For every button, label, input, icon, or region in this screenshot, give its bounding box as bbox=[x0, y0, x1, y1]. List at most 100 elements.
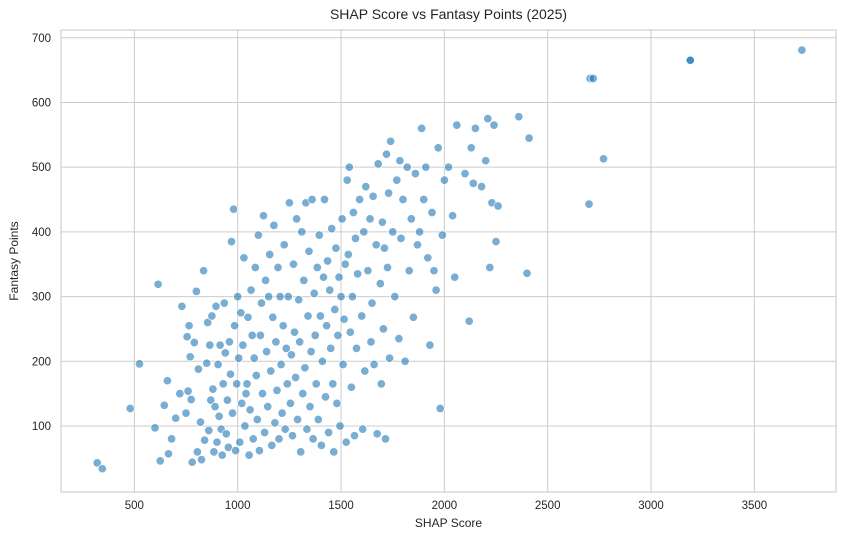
data-point bbox=[319, 194, 330, 205]
data-point bbox=[468, 178, 478, 188]
data-point bbox=[373, 159, 383, 169]
data-point bbox=[155, 456, 165, 466]
data-point bbox=[284, 198, 294, 208]
data-point bbox=[286, 350, 296, 360]
data-point bbox=[262, 347, 272, 357]
data-point bbox=[204, 425, 214, 436]
x-axis-label: SHAP Score bbox=[415, 516, 482, 530]
data-point bbox=[433, 143, 443, 153]
data-point bbox=[233, 292, 243, 302]
data-point bbox=[227, 408, 238, 418]
data-point bbox=[270, 418, 280, 428]
data-point bbox=[299, 275, 309, 285]
data-point bbox=[375, 279, 385, 289]
data-point bbox=[394, 334, 404, 344]
data-point bbox=[346, 382, 356, 392]
data-point bbox=[369, 359, 379, 370]
data-point bbox=[251, 370, 261, 381]
data-point bbox=[357, 311, 367, 321]
data-point bbox=[300, 363, 310, 373]
data-point bbox=[264, 292, 274, 302]
x-tick-label: 500 bbox=[125, 500, 144, 512]
data-point bbox=[304, 246, 314, 256]
data-point bbox=[240, 421, 250, 431]
data-point bbox=[246, 285, 256, 295]
data-point bbox=[328, 379, 338, 389]
data-point bbox=[477, 182, 487, 192]
data-point bbox=[481, 156, 491, 166]
data-point bbox=[193, 364, 203, 374]
data-point bbox=[253, 230, 263, 240]
data-point bbox=[242, 379, 252, 389]
data-point bbox=[241, 389, 251, 399]
data-point bbox=[584, 199, 594, 209]
data-point bbox=[331, 243, 341, 253]
data-point bbox=[256, 298, 267, 308]
data-point bbox=[306, 347, 316, 357]
data-point bbox=[208, 384, 218, 394]
data-point bbox=[330, 304, 340, 315]
data-point bbox=[427, 207, 437, 218]
data-point bbox=[209, 447, 219, 457]
data-point bbox=[288, 259, 299, 269]
data-point bbox=[206, 395, 216, 405]
data-point bbox=[199, 266, 209, 276]
data-point bbox=[390, 292, 400, 302]
data-point bbox=[202, 358, 212, 368]
data-point bbox=[385, 353, 395, 363]
data-point bbox=[285, 398, 295, 408]
data-point bbox=[280, 424, 290, 434]
data-point bbox=[345, 327, 355, 337]
data-point bbox=[287, 431, 298, 441]
data-point bbox=[348, 207, 358, 218]
data-point bbox=[230, 321, 240, 331]
data-point bbox=[443, 162, 454, 172]
data-point bbox=[245, 405, 255, 415]
data-point bbox=[171, 413, 181, 423]
data-point bbox=[396, 233, 406, 243]
data-point bbox=[298, 389, 308, 399]
data-point bbox=[195, 417, 206, 427]
data-point bbox=[343, 249, 353, 260]
data-point bbox=[315, 311, 325, 321]
data-point bbox=[336, 292, 346, 302]
data-point bbox=[236, 308, 246, 318]
data-point bbox=[392, 175, 402, 185]
y-tick-label: 400 bbox=[32, 227, 51, 239]
data-point bbox=[248, 434, 258, 444]
data-point bbox=[305, 402, 315, 412]
data-point bbox=[177, 301, 187, 311]
data-point bbox=[234, 353, 244, 363]
data-point bbox=[272, 385, 282, 395]
data-point bbox=[252, 414, 262, 425]
data-point bbox=[338, 359, 348, 370]
data-point bbox=[450, 272, 460, 282]
data-point bbox=[212, 437, 222, 447]
data-point bbox=[384, 188, 394, 198]
data-point bbox=[232, 379, 242, 389]
y-tick-label: 600 bbox=[32, 97, 51, 109]
data-point bbox=[192, 447, 202, 457]
data-point bbox=[363, 266, 373, 276]
data-point bbox=[185, 352, 195, 362]
data-point bbox=[339, 314, 349, 324]
data-point bbox=[358, 424, 368, 434]
data-point bbox=[294, 295, 304, 305]
y-tick-label: 100 bbox=[32, 421, 51, 433]
data-point bbox=[247, 330, 257, 340]
data-point bbox=[268, 312, 278, 322]
x-tick-label: 3500 bbox=[742, 500, 768, 512]
data-point bbox=[175, 389, 185, 399]
x-tick-label: 2500 bbox=[535, 500, 561, 512]
data-point bbox=[224, 337, 234, 347]
data-point bbox=[408, 312, 418, 322]
data-point bbox=[410, 169, 420, 179]
data-point bbox=[318, 272, 329, 282]
data-point bbox=[335, 421, 345, 431]
data-point bbox=[229, 204, 239, 214]
data-point bbox=[598, 154, 609, 164]
data-point bbox=[163, 449, 174, 459]
data-point bbox=[464, 316, 474, 326]
data-point bbox=[368, 191, 378, 201]
data-point bbox=[92, 458, 102, 468]
